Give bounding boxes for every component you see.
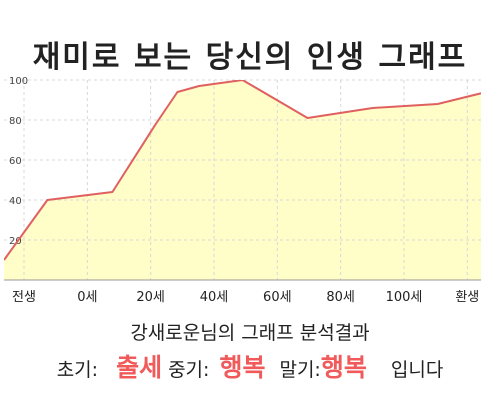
x-tick-label: 20세 <box>136 290 165 305</box>
x-tick-label: 60세 <box>263 290 292 305</box>
x-tick-label: 환생 <box>455 290 479 305</box>
x-tick-label: 전생 <box>12 290 36 305</box>
life-series-line <box>4 80 481 261</box>
y-tick-label: 20 <box>9 236 22 247</box>
x-tick-label: 80세 <box>326 290 355 305</box>
late-value: 행복 <box>320 353 367 382</box>
mid-value: 행복 <box>219 353 266 382</box>
y-tick-label: 60 <box>9 156 22 167</box>
y-tick-label: 100 <box>9 76 28 87</box>
early-value: 출세 <box>116 353 163 382</box>
x-tick-label: 40세 <box>200 290 229 305</box>
y-tick-label: 80 <box>9 116 22 127</box>
late-label: 말기: <box>279 359 321 381</box>
area-fill <box>4 80 481 280</box>
ending-text: 입니다 <box>390 359 444 381</box>
y-tick-label: 40 <box>9 196 22 207</box>
x-tick-label: 0세 <box>77 290 97 305</box>
result-summary: 초기: 출세 중기: 행복 말기: 행복 입니다 <box>0 348 500 384</box>
life-graph-chart: 20 40 60 80 100 전생 0세 20세 40세 60세 80세 100세 환생 <box>4 76 481 305</box>
early-label: 초기: <box>56 359 99 381</box>
page-title: 재미로 보는 당신의 인생 그래프 <box>32 40 468 75</box>
result-title: 강새로운님의 그래프 분석결과 <box>130 322 370 344</box>
x-tick-label: 100세 <box>386 290 423 305</box>
mid-label: 중기: <box>168 359 210 381</box>
